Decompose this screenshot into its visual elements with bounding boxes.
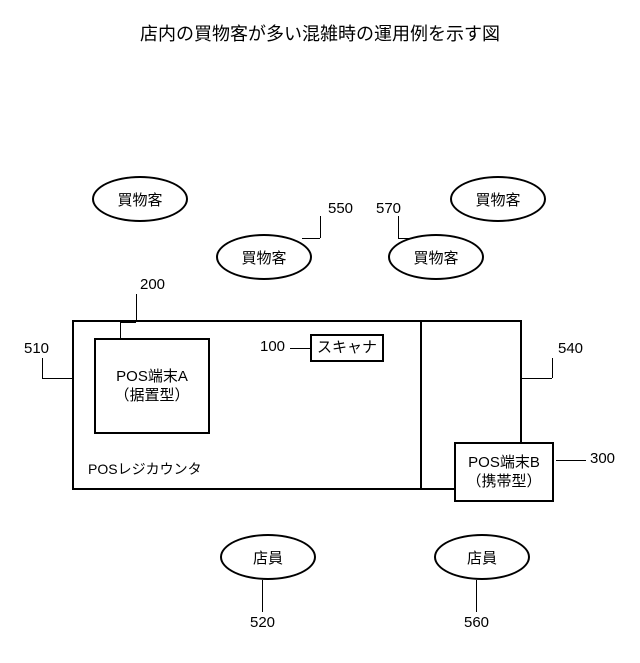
lead-520-v: [262, 580, 263, 612]
pos-counter-label: POSレジカウンタ: [88, 460, 202, 478]
pos-terminal-b: POS端末B （携帯型）: [454, 442, 554, 502]
pos-terminal-b-label: POS端末B （携帯型）: [466, 453, 541, 492]
customer-top-left: 買物客: [92, 176, 188, 222]
lead-510-h: [42, 378, 72, 379]
lead-570-h: [398, 238, 412, 239]
lead-200-v: [136, 294, 137, 322]
ref-550: 550: [328, 200, 353, 217]
clerk-left: 店員: [220, 534, 316, 580]
clerk-right: 店員: [434, 534, 530, 580]
diagram-title: 店内の買物客が多い混雑時の運用例を示す図: [0, 20, 640, 46]
ref-520: 520: [250, 614, 275, 631]
lead-550-v: [320, 216, 321, 238]
ref-560: 560: [464, 614, 489, 631]
diagram-stage: 店内の買物客が多い混雑時の運用例を示す図 買物客 買物客 買物客 買物客 550…: [0, 0, 640, 663]
lead-540-v: [552, 358, 553, 378]
ref-200: 200: [140, 276, 165, 293]
ref-540: 540: [558, 340, 583, 357]
clerk-left-label: 店員: [253, 547, 283, 568]
ref-100: 100: [260, 338, 285, 355]
customer-top-left-label: 買物客: [117, 189, 162, 210]
ref-300: 300: [590, 450, 615, 467]
pos-terminal-a-label: POS端末A （据置型）: [114, 367, 189, 406]
lead-560-v: [476, 580, 477, 612]
customer-mid-left-label: 買物客: [241, 247, 286, 268]
customer-top-right-label: 買物客: [475, 189, 520, 210]
ref-570: 570: [376, 200, 401, 217]
customer-top-right: 買物客: [450, 176, 546, 222]
pos-terminal-a: POS端末A （据置型）: [94, 338, 210, 434]
customer-mid-right: 買物客: [388, 234, 484, 280]
lead-550-h: [302, 238, 320, 239]
clerk-right-label: 店員: [467, 547, 497, 568]
lead-200-v2: [120, 322, 121, 338]
scanner-label: スキャナ: [317, 338, 377, 358]
customer-mid-left: 買物客: [216, 234, 312, 280]
scanner: スキャナ: [310, 334, 384, 362]
lead-100-h: [290, 348, 310, 349]
lead-200-h: [120, 322, 136, 323]
ref-510: 510: [24, 340, 49, 357]
lead-510-v: [42, 358, 43, 378]
lead-570-v: [398, 216, 399, 238]
counter-divider: [420, 320, 422, 490]
lead-540-h: [522, 378, 552, 379]
customer-mid-right-label: 買物客: [413, 247, 458, 268]
lead-300-h: [556, 460, 586, 461]
